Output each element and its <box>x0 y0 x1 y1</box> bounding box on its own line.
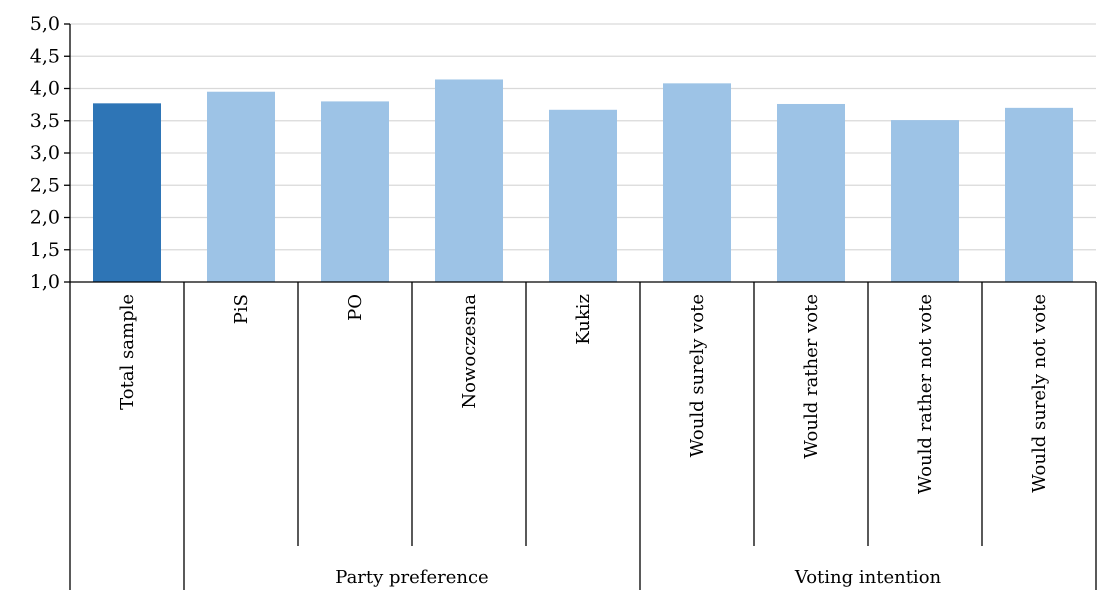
group-label: Party preference <box>335 567 488 588</box>
category-label: PiS <box>231 294 252 324</box>
y-tick-label: 1,0 <box>30 271 60 293</box>
bar-nowoczesna <box>435 79 503 282</box>
bar-pis <box>207 91 275 282</box>
category-label: Total sample <box>117 294 138 410</box>
category-label: Nowoczesna <box>459 294 480 409</box>
bar-total-sample <box>93 103 161 283</box>
bar-would-rather-not-vote <box>891 120 959 282</box>
bar-would-surely-not-vote <box>1005 107 1073 282</box>
category-label: Would surely not vote <box>1029 294 1050 493</box>
y-tick-labels: 1,0 1,5 2,0 2,5 3,0 3,5 4,0 4,5 5,0 <box>30 13 60 293</box>
bar-po <box>321 101 389 283</box>
y-tick-label: 2,0 <box>30 207 60 229</box>
y-tick-label: 5,0 <box>30 13 60 35</box>
y-tick-label: 1,5 <box>30 239 60 261</box>
bar-would-surely-vote <box>663 83 731 282</box>
group-label: Voting intention <box>794 567 942 588</box>
category-label: Would rather not vote <box>915 294 936 494</box>
category-label: Would surely vote <box>687 294 708 457</box>
y-tick-label: 4,0 <box>30 78 60 100</box>
category-label: Kukiz <box>573 294 594 345</box>
category-label: Would rather vote <box>801 294 822 459</box>
bar-kukiz <box>549 109 617 282</box>
category-label: PO <box>345 294 366 321</box>
bars <box>93 79 1073 283</box>
y-tick-label: 2,5 <box>30 174 60 196</box>
category-labels: Total sample PiS PO Nowoczesna Kukiz Would su… <box>117 294 1050 494</box>
y-tick-label: 4,5 <box>30 45 60 67</box>
y-tick-label: 3,0 <box>30 142 60 164</box>
y-tick-label: 3,5 <box>30 110 60 132</box>
bar-would-rather-vote <box>777 103 845 282</box>
axes <box>64 23 1097 590</box>
group-labels: Party preference Voting intention <box>335 567 941 588</box>
